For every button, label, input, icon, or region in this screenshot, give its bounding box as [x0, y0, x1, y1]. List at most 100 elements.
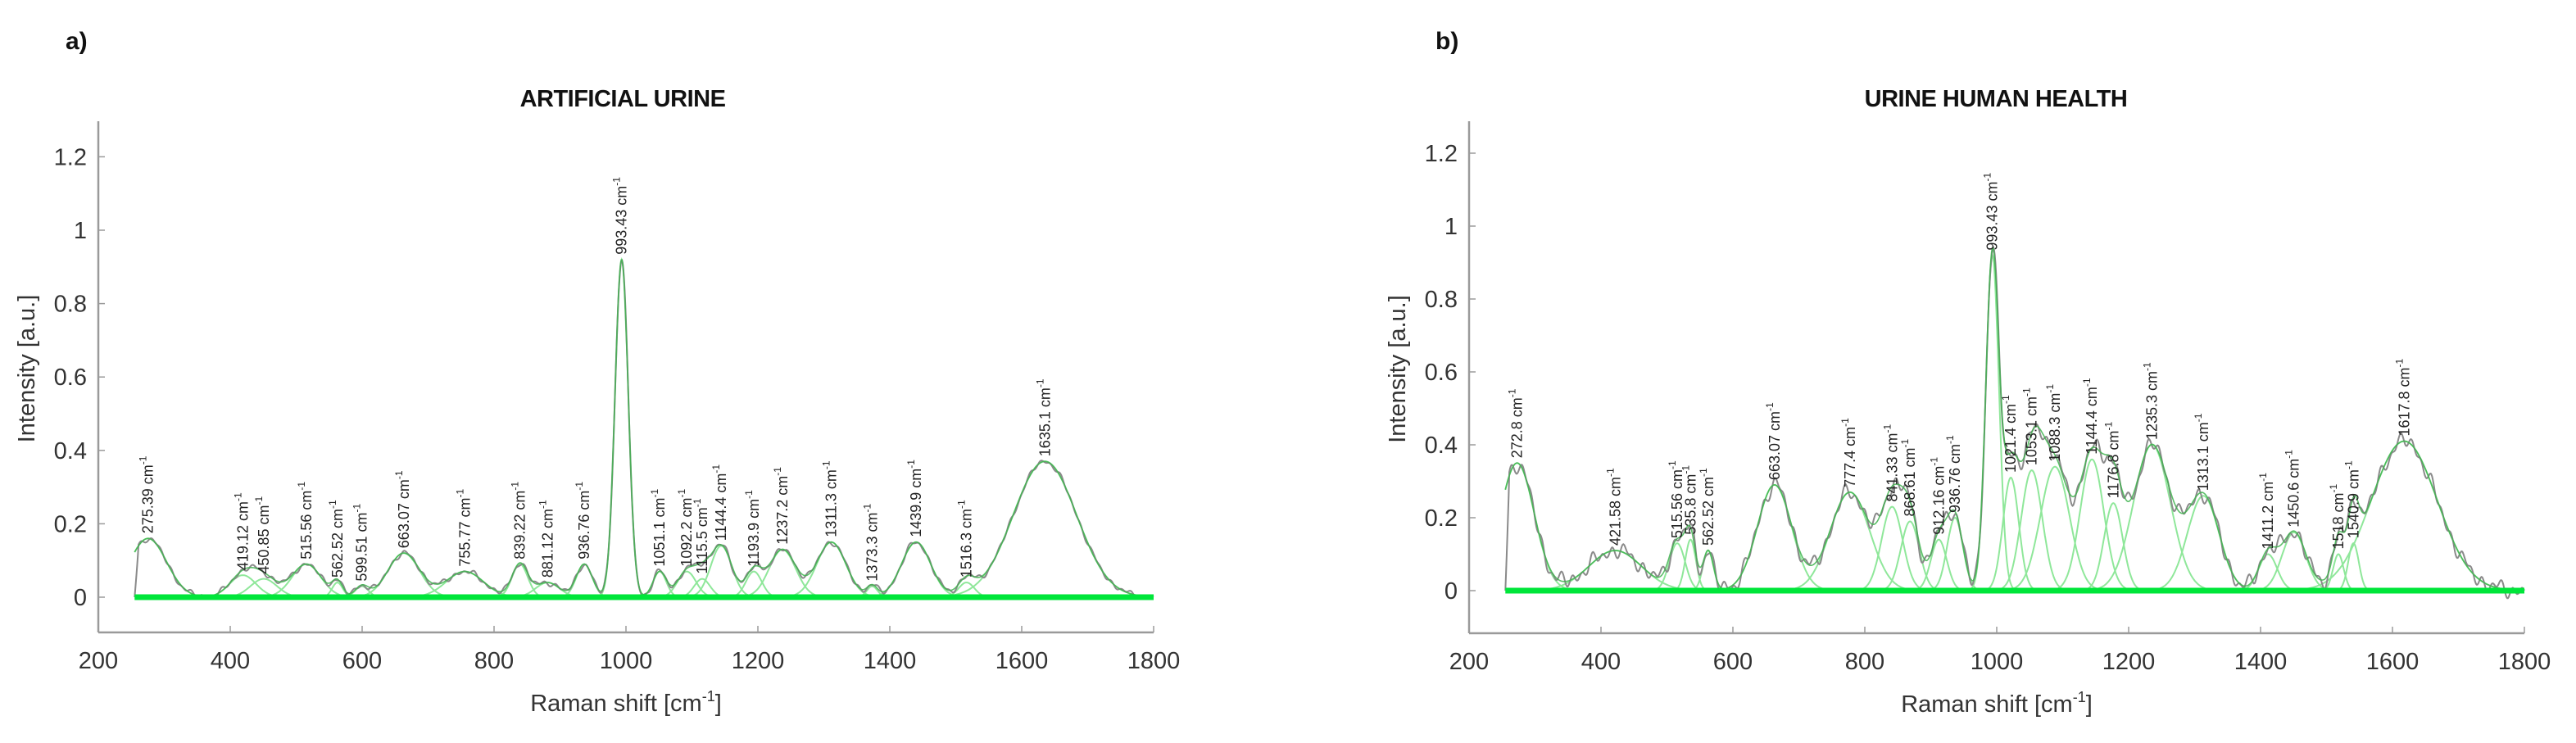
gaussian-component: [598, 256, 646, 597]
peak-label: 1088.3 cm-1: [2044, 384, 2063, 462]
y-tick-label: 0: [74, 585, 87, 611]
y-tick-label: 1.2: [54, 144, 87, 170]
peak-label: 1237.2 cm-1: [772, 467, 791, 545]
x-axis-label: Raman shift [cm-1]: [530, 688, 722, 717]
peak-label: 663.07 cm-1: [393, 470, 412, 548]
peak-label: 1053.1 cm-1: [2021, 387, 2040, 465]
gaussian-component: [2080, 502, 2146, 591]
peak-label: 1115.5 cm-1: [692, 498, 710, 573]
gaussian-component: [1671, 538, 1710, 591]
peak-label: 1450.6 cm-1: [2283, 450, 2302, 528]
peak-label: 663.07 cm-1: [1764, 402, 1783, 480]
panel-artificial-urine: ARTIFICIAL URINE 0 0.2 0.4 0.6 0.8 1 1.2 200 400 6…: [14, 86, 1180, 717]
gaussian-component: [1877, 520, 1943, 591]
gaussian-component: [1504, 462, 1577, 591]
gaussian-component: [1994, 469, 2069, 591]
x-tick-label: 200: [1449, 649, 1489, 675]
peak-label: 275.39 cm-1: [138, 455, 156, 533]
peak-label: 755.77 cm-1: [454, 489, 473, 567]
y-tick-label: 1.2: [1425, 141, 1458, 167]
gaussian-component: [400, 570, 530, 598]
gaussian-component: [1855, 505, 1930, 591]
y-axis-label: Intensity [a.u.]: [14, 295, 40, 443]
chart-title: ARTIFICIAL URINE: [520, 86, 726, 112]
y-tick-label: 1: [1444, 214, 1458, 240]
peak-label: 419.12 cm-1: [232, 492, 251, 570]
x-tick-label: 1800: [1127, 648, 1181, 674]
peak-label: 912.16 cm-1: [1928, 457, 1947, 535]
peak-label: 1092.2 cm-1: [676, 489, 695, 567]
peak-label: 1193.9 cm-1: [743, 490, 762, 567]
gaussian-component: [2288, 440, 2520, 591]
peak-label: 777.4 cm-1: [1839, 418, 1858, 487]
gaussian-component: [1983, 476, 2039, 591]
gaussian-component: [2050, 458, 2134, 591]
panel-urine-human-health: URINE HUMAN HEALTH 0 0.2 0.4 0.6 0.8 1 1.2 200 40…: [1385, 86, 2551, 718]
y-tick-label: 0.6: [54, 365, 87, 391]
x-tick-label: 400: [1581, 649, 1621, 675]
y-tick-label: 0.8: [54, 292, 87, 318]
x-tick-label: 800: [474, 648, 514, 674]
peak-label: 839.22 cm-1: [510, 482, 528, 560]
panel-b-letter: b): [1435, 28, 1459, 55]
x-tick-label: 800: [1845, 649, 1884, 675]
gaussian-component: [2147, 495, 2259, 591]
peak-label: 1144.4 cm-1: [2081, 378, 2100, 455]
x-tick-label: 1400: [2234, 649, 2288, 675]
gaussian-component: [2252, 531, 2336, 591]
peak-label: 1373.3 cm-1: [862, 504, 881, 582]
peak-label: 881.12 cm-1: [537, 500, 556, 578]
peak-label: 450.85 cm-1: [253, 496, 272, 574]
peak-label: 515.56 cm-1: [296, 482, 315, 560]
y-tick-label: 0.8: [1425, 287, 1458, 313]
peak-label: 868.61 cm-1: [1899, 438, 1918, 516]
y-tick-label: 1: [74, 218, 87, 244]
y-tick-label: 0.2: [1425, 505, 1458, 532]
peak-label: 272.8 cm-1: [1507, 388, 1526, 458]
peak-label: 562.52 cm-1: [1698, 468, 1717, 546]
gaussian-component: [1780, 491, 1920, 591]
peak-label: 421.58 cm-1: [1604, 468, 1623, 546]
y-tick-label: 0.2: [54, 511, 87, 537]
y-tick-label: 0.4: [1425, 433, 1458, 459]
peak-label: 1516.3 cm-1: [956, 500, 975, 578]
peak-label: 1518 cm-1: [2328, 483, 2347, 549]
x-tick-label: 600: [1713, 649, 1753, 675]
peak-label: 1411.2 cm-1: [2257, 473, 2276, 550]
x-tick-label: 400: [211, 648, 250, 674]
x-tick-label: 200: [79, 648, 118, 674]
x-tick-label: 1200: [2102, 649, 2156, 675]
gaussian-component: [1714, 484, 1834, 591]
peak-label: 1313.1 cm-1: [2193, 413, 2211, 491]
peak-label: 1144.4 cm-1: [710, 464, 729, 541]
peak-label: 1311.3 cm-1: [821, 460, 840, 537]
peak-label: 1540.9 cm-1: [2342, 460, 2361, 538]
panel-a-letter: a): [66, 28, 88, 55]
peak-label: 535.8 cm-1: [1680, 465, 1698, 535]
fitted-envelope-line: [1504, 245, 2525, 591]
peak-label: 993.43 cm-1: [611, 177, 630, 255]
x-tick-label: 1200: [732, 648, 785, 674]
x-tick-label: 1800: [2498, 649, 2551, 675]
gaussian-component: [2003, 465, 2107, 591]
fitted-envelope-line: [134, 259, 1154, 598]
peak-label: 1617.8 cm-1: [2393, 358, 2412, 436]
x-tick-label: 1000: [600, 648, 653, 674]
chart-title: URINE HUMAN HEALTH: [1865, 86, 2128, 112]
y-tick-label: 0: [1444, 578, 1458, 605]
y-axis-label: Intensity [a.u.]: [1385, 295, 1411, 443]
peak-label: 599.51 cm-1: [351, 504, 370, 582]
x-tick-label: 1400: [864, 648, 917, 674]
x-tick-label: 600: [342, 648, 382, 674]
gaussian-component: [1911, 538, 1967, 591]
peak-label: 515.56 cm-1: [1667, 460, 1685, 538]
peak-label: 993.43 cm-1: [1982, 173, 2001, 251]
x-tick-label: 1000: [1971, 649, 2024, 675]
peak-label: 936.76 cm-1: [1944, 435, 1963, 513]
peak-label: 1439.9 cm-1: [905, 460, 924, 537]
peak-label: 1235.3 cm-1: [2141, 362, 2160, 440]
x-tick-label: 1600: [2366, 649, 2420, 675]
y-tick-label: 0.6: [1425, 360, 1458, 386]
x-tick-label: 1600: [995, 648, 1049, 674]
